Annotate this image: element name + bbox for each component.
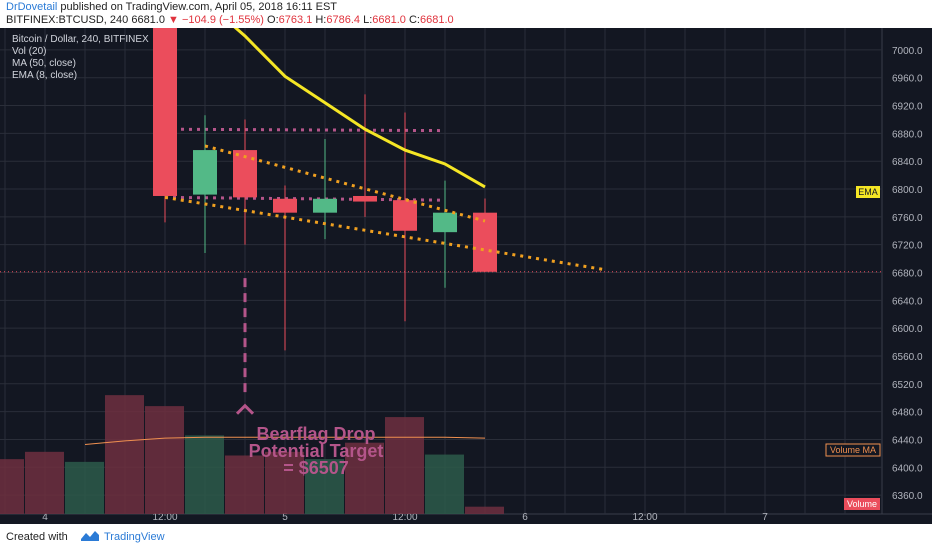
created-with-text: Created with (6, 531, 68, 543)
flag-line (164, 195, 446, 202)
price-tick-label: 6880.0 (892, 129, 923, 140)
price-tick-label: 6600.0 (892, 324, 923, 335)
price-tick-label: 6720.0 (892, 241, 923, 252)
time-tick-label: 12:00 (392, 512, 417, 523)
time-tick-label: 4 (42, 512, 48, 523)
close-value: 6681.0 (419, 14, 454, 26)
price-tick-label: 6560.0 (892, 352, 923, 363)
volume-bar (0, 459, 24, 514)
candle-body[interactable] (153, 28, 177, 196)
volume-bar (465, 506, 504, 514)
candle-body[interactable] (353, 195, 377, 202)
time-tick-label: 7 (762, 512, 768, 523)
last-price: 6681.0 (131, 14, 165, 26)
time-tick-label: 6 (522, 512, 528, 523)
price-tick-label: 6640.0 (892, 296, 923, 307)
candle-body[interactable] (473, 212, 497, 272)
annotation-text: = $6507 (283, 458, 349, 478)
price-chart[interactable]: 6360.0 6400.0 6440.0 6480.0 6520.0 6560.0 6600… (0, 28, 932, 524)
price-tick-label: 6760.0 (892, 213, 923, 224)
time-tick-label: 5 (282, 512, 288, 523)
quote-line: BITFINEX:BTCUSD, 240 6681.0 ▼ −104.9 (−1… (6, 14, 454, 26)
ema-axis-label: EMA (858, 187, 878, 197)
volume-axis-label: Volume (847, 499, 877, 509)
tradingview-brand[interactable]: TradingView (104, 531, 165, 543)
publish-info: published on TradingView.com, April 05, … (60, 1, 338, 13)
symbol-label: BITFINEX:BTCUSD, 240 (6, 14, 129, 26)
price-tick-label: 6520.0 (892, 380, 923, 391)
volume-bar (25, 451, 64, 514)
volume-bar (305, 459, 344, 514)
candle-body[interactable] (393, 200, 417, 231)
price-change: −104.9 (−1.55%) (182, 14, 264, 26)
legend-entry: Bitcoin / Dollar, 240, BITFINEX (12, 34, 149, 45)
price-tick-label: 6960.0 (892, 74, 923, 85)
time-tick-label: 12:00 (632, 512, 657, 523)
volume-bar (225, 455, 264, 514)
volume-bar (385, 417, 424, 514)
ema-axis-tag (856, 186, 880, 198)
price-tick-label: 7000.0 (892, 46, 923, 57)
price-tick-label: 6400.0 (892, 463, 923, 474)
annotation-text: Potential Target (249, 441, 384, 461)
legend-entry: MA (50, close) (12, 58, 76, 69)
volume-bar (185, 435, 224, 514)
candle-body[interactable] (193, 150, 217, 195)
price-tick-label: 6840.0 (892, 157, 923, 168)
price-tick-label: 6920.0 (892, 102, 923, 113)
footer: Created with TradingView (0, 524, 932, 550)
price-tick-label: 6680.0 (892, 269, 923, 280)
candle-body[interactable] (313, 198, 337, 213)
chart-header: DrDovetail published on TradingView.com,… (0, 0, 932, 28)
down-arrow-icon: ▼ (168, 14, 179, 26)
price-axis-panel (882, 28, 932, 524)
high-value: 6786.4 (326, 14, 361, 26)
target-arrow-head-icon (235, 403, 255, 415)
annotation-text: Bearflag Drop (256, 424, 375, 444)
volume-bar (145, 406, 184, 514)
legend-entry: Vol (20) (12, 46, 46, 57)
volume-bar (265, 451, 304, 514)
volume-bar (65, 461, 104, 514)
open-label: O: (267, 14, 279, 26)
time-tick-label: 12:00 (152, 512, 177, 523)
open-value: 6763.1 (278, 14, 313, 26)
price-tick-label: 6480.0 (892, 408, 923, 419)
volume-bar (345, 442, 384, 514)
publish-line: DrDovetail published on TradingView.com,… (6, 1, 337, 13)
trendline (204, 144, 486, 223)
low-label: L: (363, 14, 373, 26)
candle-body[interactable] (433, 212, 457, 233)
volume-ma-axis-label: Volume MA (830, 445, 876, 455)
close-label: C: (408, 14, 420, 26)
ema-line (233, 28, 486, 189)
flag-line (164, 127, 446, 133)
volume-axis-tag (844, 498, 880, 510)
low-value: 6681.0 (372, 14, 406, 26)
tradingview-logo-icon (81, 531, 99, 541)
candle-body[interactable] (273, 198, 297, 213)
volume-ma-line (84, 436, 486, 446)
price-tick-label: 6360.0 (892, 491, 923, 502)
volume-bar (425, 454, 464, 514)
high-label: H: (315, 14, 327, 26)
legend-entry: EMA (8, close) (12, 70, 77, 81)
volume-ma-axis-tag (825, 443, 881, 457)
trendline (164, 195, 606, 272)
price-tick-label: 6440.0 (892, 435, 923, 446)
volume-bar (105, 395, 144, 514)
author-name[interactable]: DrDovetail (6, 1, 58, 13)
price-tick-label: 6800.0 (892, 185, 923, 196)
